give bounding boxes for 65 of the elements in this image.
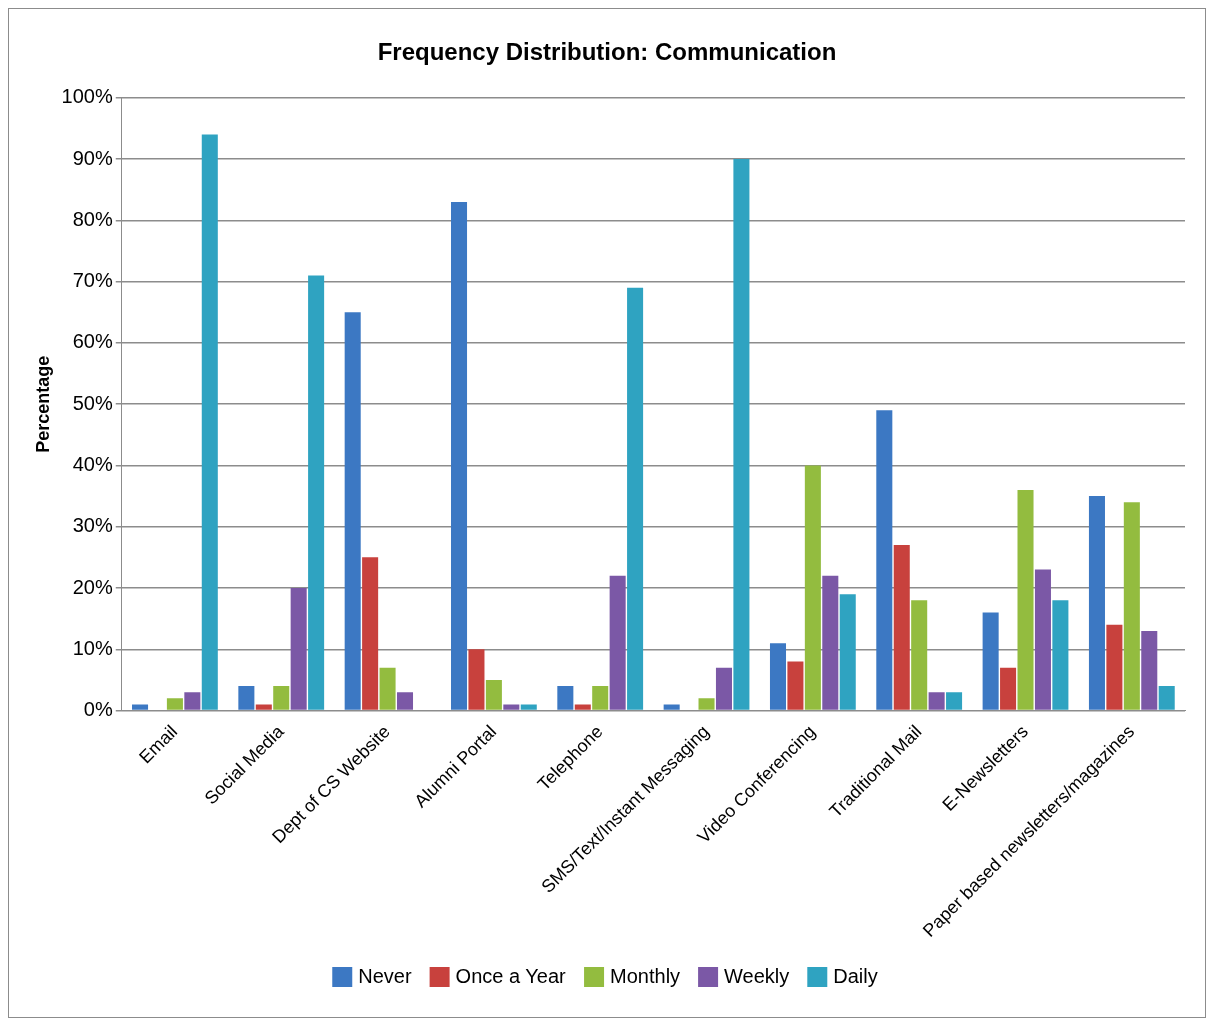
bar: [1052, 600, 1069, 710]
y-tick-label: 10%: [72, 636, 113, 659]
bar: [715, 667, 732, 710]
y-axis-title: Percentage: [32, 355, 53, 453]
bar: [1017, 489, 1034, 710]
bar: [592, 686, 609, 710]
bar: [911, 600, 928, 710]
bar: [308, 275, 325, 710]
bar: [1088, 496, 1105, 710]
y-tick-label: 60%: [72, 330, 113, 353]
legend-label: Monthly: [610, 964, 681, 987]
bar: [946, 692, 963, 710]
bar: [928, 692, 945, 710]
bar: [255, 704, 272, 710]
bar: [396, 692, 414, 710]
bar: [201, 134, 218, 710]
bar: [627, 287, 644, 710]
bar: [876, 410, 893, 710]
bar: [362, 557, 379, 710]
y-tick-label: 40%: [72, 452, 113, 475]
bar: [982, 612, 999, 710]
legend-label: Once a Year: [455, 964, 567, 987]
bar: [822, 575, 839, 710]
y-tick-label: 80%: [72, 207, 113, 230]
y-tick-label: 100%: [61, 85, 113, 108]
bar: [893, 545, 910, 710]
bar: [574, 704, 591, 710]
bar: [132, 704, 149, 710]
bar: [1123, 502, 1140, 710]
bar: [663, 704, 680, 710]
bar: [503, 704, 520, 710]
bar: [839, 594, 856, 710]
bar: [1106, 624, 1123, 710]
bar: [609, 575, 626, 710]
legend-label: Weekly: [724, 964, 790, 987]
legend-label: Daily: [833, 964, 878, 987]
bar: [468, 649, 485, 710]
y-tick-label: 30%: [72, 514, 113, 537]
bar: [1158, 686, 1175, 710]
bar: [450, 201, 468, 710]
y-tick-label: 0%: [83, 698, 113, 721]
bar: [344, 312, 361, 710]
bar: [1141, 630, 1158, 710]
bar: [769, 643, 787, 710]
bar: [557, 686, 574, 710]
bar: [273, 686, 290, 710]
bar: [184, 692, 201, 710]
y-tick-label: 70%: [72, 269, 113, 292]
y-tick-label: 90%: [72, 146, 113, 169]
bar: [787, 661, 804, 710]
bar: [1034, 569, 1051, 710]
bar: [733, 159, 750, 710]
y-tick-label: 20%: [72, 575, 113, 598]
y-tick-label: 50%: [72, 391, 113, 414]
bar: [698, 698, 715, 710]
chart-title: Frequency Distribution: Communication: [377, 38, 837, 66]
bar: [238, 686, 255, 710]
bar: [290, 588, 307, 710]
bar: [166, 698, 183, 710]
bar: [804, 465, 821, 710]
bar: [1000, 667, 1017, 710]
bar: [379, 667, 396, 710]
legend-label: Never: [358, 964, 412, 987]
bar: [520, 704, 537, 710]
bar: [485, 679, 502, 710]
